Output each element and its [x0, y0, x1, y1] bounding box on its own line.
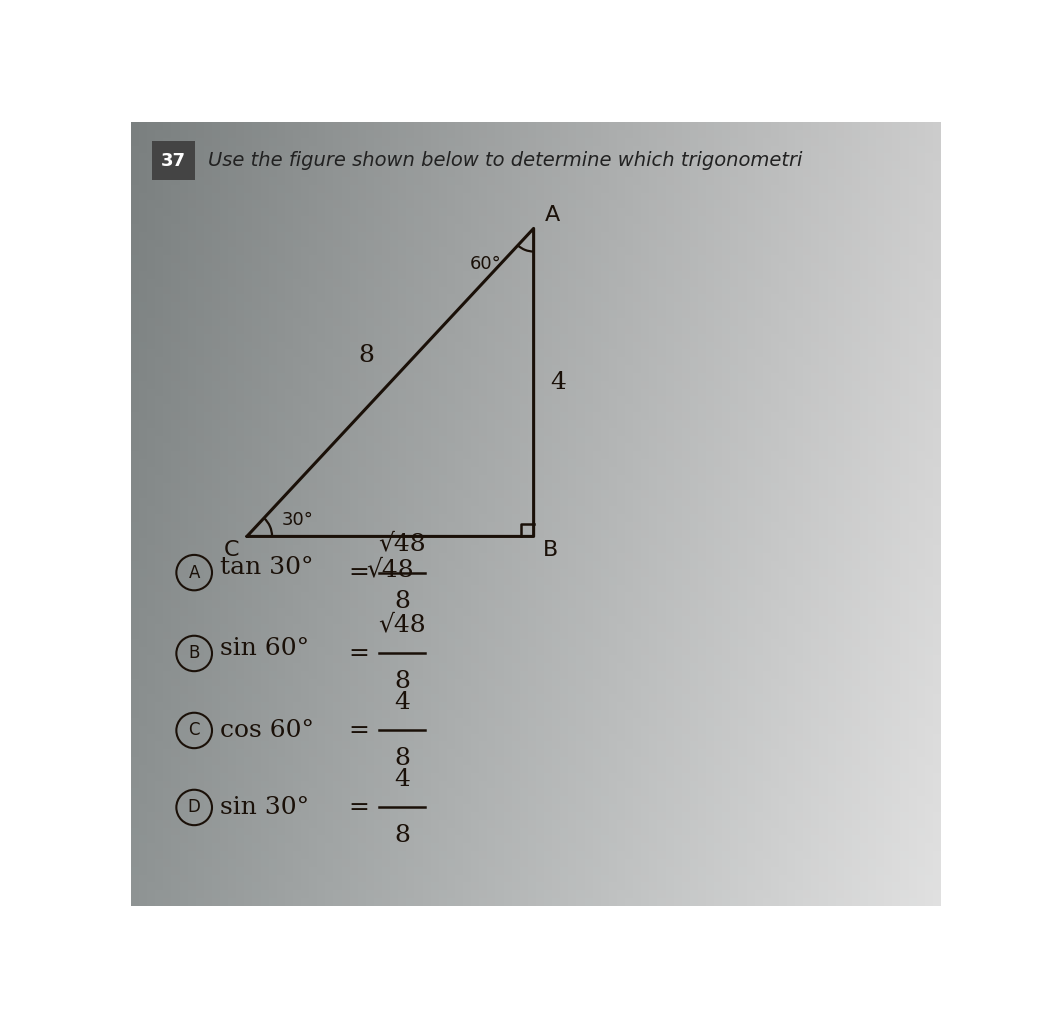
- Text: =: =: [349, 719, 370, 742]
- Text: =: =: [349, 796, 370, 818]
- Text: tan 30°: tan 30°: [219, 556, 314, 578]
- Text: 30°: 30°: [282, 511, 314, 528]
- FancyBboxPatch shape: [152, 142, 195, 180]
- Text: C: C: [188, 722, 200, 739]
- Text: A: A: [188, 564, 200, 581]
- Text: 8: 8: [394, 589, 410, 613]
- Text: 37: 37: [161, 152, 186, 170]
- Text: cos 60°: cos 60°: [219, 719, 314, 742]
- Text: 4: 4: [394, 690, 410, 714]
- Text: D: D: [188, 798, 201, 816]
- Text: 4: 4: [394, 768, 410, 791]
- Text: 60°: 60°: [469, 256, 501, 274]
- Text: 8: 8: [394, 825, 410, 847]
- Text: sin 30°: sin 30°: [219, 796, 309, 818]
- Text: A: A: [545, 205, 560, 225]
- Text: =: =: [349, 642, 370, 665]
- Text: =: =: [349, 561, 370, 584]
- Text: 4: 4: [551, 371, 566, 394]
- Text: √48: √48: [367, 558, 414, 581]
- Text: 8: 8: [394, 671, 410, 693]
- Text: 8: 8: [358, 344, 375, 367]
- Text: B: B: [188, 644, 200, 663]
- Text: C: C: [224, 541, 239, 560]
- Text: √48: √48: [378, 614, 425, 636]
- Text: Use the figure shown below to determine which trigonometri: Use the figure shown below to determine …: [208, 151, 803, 170]
- Text: sin 60°: sin 60°: [219, 636, 309, 660]
- Text: B: B: [543, 541, 558, 560]
- Text: √48: √48: [378, 532, 425, 556]
- Text: 8: 8: [394, 747, 410, 771]
